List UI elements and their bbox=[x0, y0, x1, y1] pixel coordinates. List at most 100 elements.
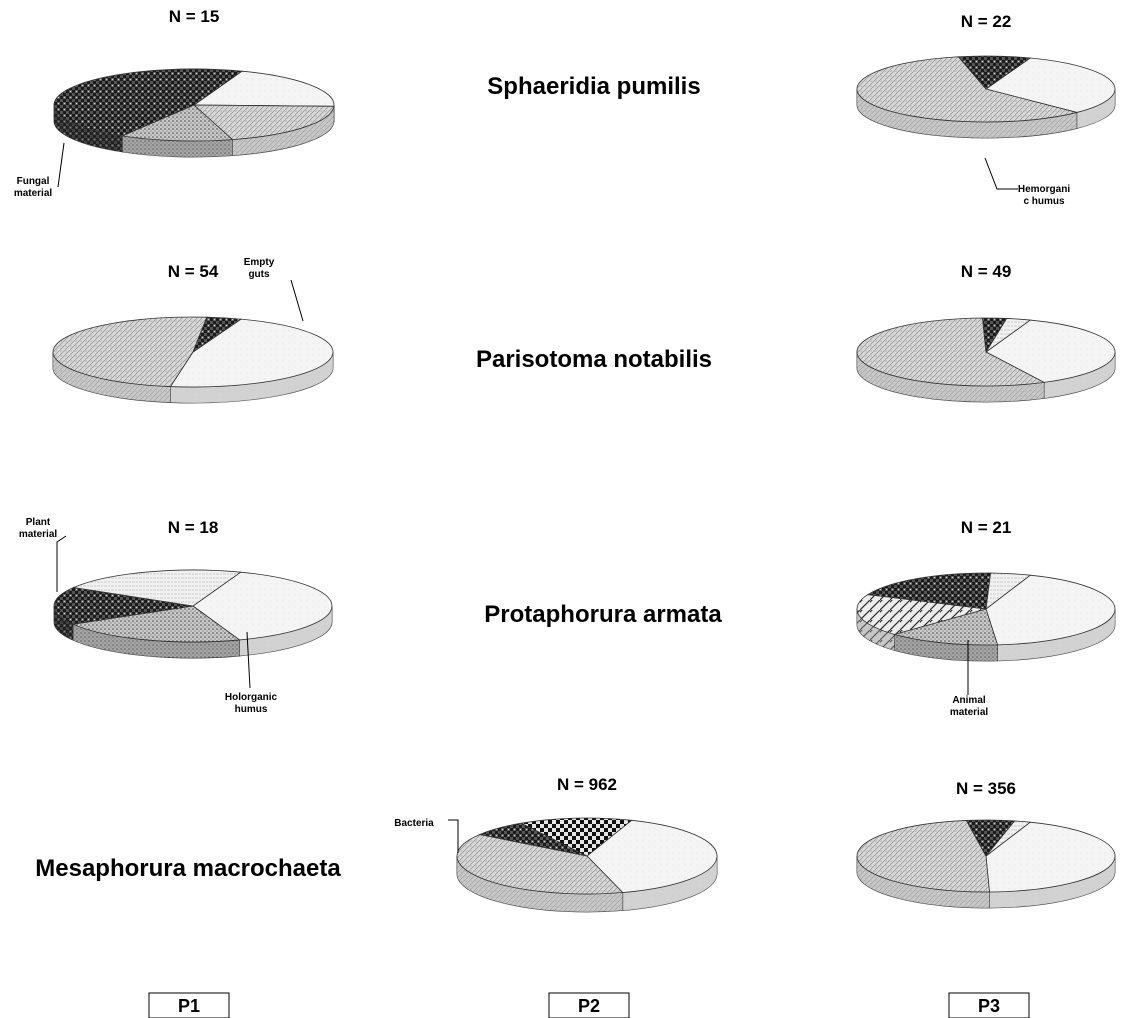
pie-p2-species-3: N = 962 Bacteria bbox=[394, 775, 718, 913]
callout-leader-line bbox=[246, 631, 251, 689]
pie-side-texture bbox=[170, 352, 333, 403]
pie-slice-empty-guts bbox=[586, 819, 718, 893]
pie-slice-empty-guts bbox=[985, 319, 1116, 383]
callout-line-1: Plant bbox=[26, 517, 51, 528]
callout-line-2: guts bbox=[248, 269, 270, 280]
pie-side-texture bbox=[239, 606, 332, 656]
pie-side-texture bbox=[857, 609, 895, 651]
pie-side-texture bbox=[53, 352, 171, 403]
plot-label-box bbox=[148, 992, 230, 1018]
callout-label: Animal material bbox=[950, 695, 989, 718]
pie-side-texture bbox=[857, 352, 1045, 402]
species-label-sphaeridia: Sphaeridia pumilis bbox=[487, 73, 700, 100]
pie-side-texture bbox=[989, 856, 1115, 908]
pie-slice-empty-guts bbox=[985, 57, 1116, 113]
plot-label-p3: P3 bbox=[948, 992, 1030, 1018]
pie-side-texture bbox=[54, 105, 123, 152]
pie-slice-plant-material bbox=[72, 569, 242, 607]
pie-p1-species-2: N = 18 Plant material Holorganic humus bbox=[19, 517, 333, 715]
callout-leader-line bbox=[57, 142, 65, 188]
sample-size-label: N = 962 bbox=[557, 775, 617, 794]
callout-leader-line bbox=[448, 819, 459, 853]
plot-label-text: P3 bbox=[978, 996, 1000, 1016]
pie-side-texture bbox=[857, 89, 1077, 138]
species-label-mesaphorura: Mesaphorura macrochaeta bbox=[35, 855, 341, 882]
pie-slice-empty-guts bbox=[192, 571, 333, 641]
sample-size-label: N = 22 bbox=[961, 12, 1012, 31]
plot-label-box bbox=[548, 992, 630, 1018]
pie-p3-species-0: N = 22 Hemorgani c humus bbox=[856, 12, 1116, 207]
pie-slice-empty-guts bbox=[985, 821, 1116, 893]
pie-slice-fungal-material bbox=[53, 587, 194, 625]
callout-line-1: Animal bbox=[952, 695, 986, 706]
callout-label: Bacteria bbox=[394, 818, 434, 829]
pie-slice-fungal-material bbox=[53, 68, 244, 137]
pie-side-texture bbox=[894, 634, 998, 661]
callout-label: Hemorgani c humus bbox=[1018, 184, 1070, 207]
pie-slice-holorganic-humus bbox=[892, 608, 999, 646]
pie-side-texture bbox=[1076, 89, 1115, 129]
callout-label: Plant material bbox=[19, 517, 58, 540]
pie-side-texture bbox=[232, 106, 334, 156]
pie-side-texture bbox=[857, 856, 990, 908]
pie-slice-plant-material bbox=[985, 572, 1032, 610]
pie-slice-animal-material bbox=[856, 594, 987, 635]
callout-line-2: humus bbox=[235, 704, 268, 715]
pie-slice-hemorganic-humus bbox=[192, 104, 335, 141]
pie-slice-empty-guts bbox=[985, 574, 1116, 646]
sample-size-label: N = 54 bbox=[168, 262, 219, 281]
pie-slice-hemorganic-humus bbox=[856, 820, 990, 893]
pie-slice-holorganic-humus bbox=[71, 605, 241, 643]
pie-side-texture bbox=[54, 606, 74, 641]
callout-line-1: Bacteria bbox=[394, 818, 434, 829]
callout-leader-line bbox=[290, 279, 304, 322]
pie-slice-hemorganic-humus bbox=[52, 316, 208, 387]
sample-size-label: N = 356 bbox=[956, 779, 1016, 798]
callout-label: Fungal material bbox=[14, 176, 53, 199]
callout-leader-line bbox=[56, 535, 67, 592]
pie-p1-species-1: N = 54 Empty guts bbox=[52, 257, 334, 404]
callout-line-1: Holorganic bbox=[225, 692, 278, 703]
callout-line-2: material bbox=[19, 529, 58, 540]
callout-line-2: material bbox=[950, 707, 989, 718]
species-label-protaphorura: Protaphorura armata bbox=[484, 601, 722, 628]
pie-p3-species-1: N = 49 bbox=[856, 262, 1116, 403]
pie-slice-hemorganic-humus bbox=[856, 317, 1046, 387]
callout-label: Holorganic humus bbox=[225, 692, 278, 715]
sample-size-label: N = 15 bbox=[169, 7, 220, 26]
pie-p3-species-2: N = 21 Animal material bbox=[856, 518, 1116, 718]
callout-leader-line bbox=[984, 157, 1018, 190]
pie-side-texture bbox=[622, 856, 717, 911]
sample-size-label: N = 49 bbox=[961, 262, 1012, 281]
pie-slice-hemorganic-humus bbox=[856, 56, 1077, 123]
callout-line-1: Hemorgani bbox=[1018, 184, 1070, 195]
pie-slice-holorganic-humus bbox=[120, 104, 234, 142]
plot-label-text: P1 bbox=[178, 996, 200, 1016]
pie-p3-species-3: N = 356 bbox=[856, 779, 1116, 909]
pie-slice-fungal-material bbox=[957, 55, 1032, 90]
plot-label-p2: P2 bbox=[548, 992, 630, 1018]
pie-slice-bacteria bbox=[520, 817, 633, 857]
callout-label: Empty guts bbox=[244, 257, 275, 280]
pie-slice-plant-material bbox=[985, 318, 1032, 353]
species-label-parisotoma: Parisotoma notabilis bbox=[476, 346, 712, 373]
sample-size-label: N = 21 bbox=[961, 518, 1012, 537]
plot-label-p1: P1 bbox=[148, 992, 230, 1018]
callout-line-2: c humus bbox=[1023, 196, 1065, 207]
pie-p1-species-0: N = 15 Fungal material bbox=[14, 7, 335, 199]
pie-slice-empty-guts bbox=[169, 318, 334, 388]
pie-side-texture bbox=[997, 609, 1115, 661]
callout-line-1: Fungal bbox=[17, 176, 50, 187]
callout-line-2: material bbox=[14, 188, 53, 199]
pie-side-texture bbox=[1044, 352, 1115, 399]
plot-label-box bbox=[948, 992, 1030, 1018]
pie-slice-fungal-material bbox=[866, 572, 992, 610]
pie-slice-empty-guts bbox=[192, 70, 335, 107]
sample-size-label: N = 18 bbox=[168, 518, 219, 537]
plot-label-text: P2 bbox=[578, 996, 600, 1016]
pie-slice-plant-material bbox=[985, 820, 1032, 857]
pie-slice-hemorganic-humus bbox=[456, 834, 624, 895]
pie-side-texture bbox=[457, 856, 623, 912]
